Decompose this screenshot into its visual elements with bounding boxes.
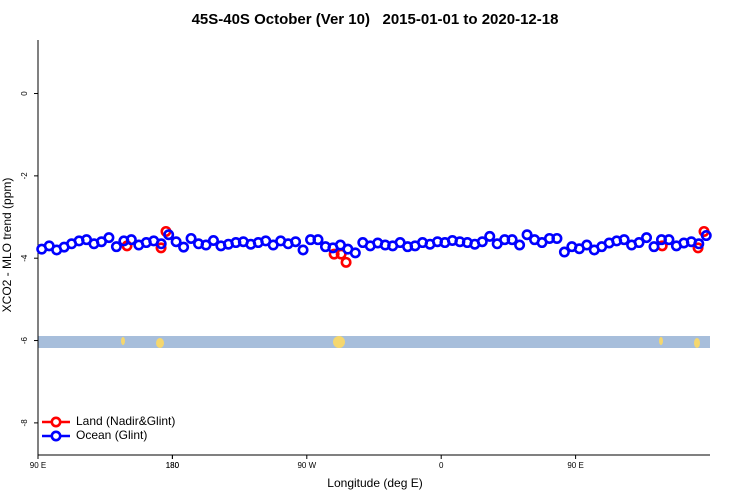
y-tick-label: -8 bbox=[20, 419, 29, 427]
point bbox=[648, 241, 660, 253]
point bbox=[349, 247, 361, 259]
point bbox=[700, 230, 712, 242]
point bbox=[618, 234, 630, 246]
point bbox=[103, 232, 115, 244]
legend-label: Land (Nadir&Glint) bbox=[76, 414, 175, 428]
x-axis-label: Longitude (deg E) bbox=[327, 476, 422, 490]
point bbox=[663, 234, 675, 246]
point bbox=[693, 238, 705, 250]
point bbox=[207, 235, 219, 247]
x-tick-label: 90 E bbox=[567, 461, 583, 470]
land-patch bbox=[156, 338, 164, 348]
y-tick-label: -4 bbox=[20, 254, 29, 262]
x-tick-label: 180 bbox=[166, 461, 180, 470]
point bbox=[185, 232, 197, 244]
point bbox=[514, 239, 526, 251]
point bbox=[297, 244, 309, 256]
y-tick-label: -2 bbox=[20, 172, 29, 180]
point bbox=[312, 234, 324, 246]
legend-marker bbox=[50, 430, 62, 442]
land-patch bbox=[659, 337, 663, 345]
y-axis-label: XCO2 - MLO trend (ppm) bbox=[0, 178, 14, 313]
x-tick-label: 90 W bbox=[297, 461, 316, 470]
legend-label: Ocean (Glint) bbox=[76, 428, 147, 442]
land-patch bbox=[694, 338, 700, 348]
y-tick-label: 0 bbox=[20, 91, 29, 96]
point bbox=[328, 248, 340, 260]
point bbox=[633, 237, 645, 249]
x-tick-label: 0 bbox=[439, 461, 444, 470]
point bbox=[484, 230, 496, 242]
point bbox=[521, 229, 533, 241]
land-patch bbox=[333, 336, 345, 348]
point bbox=[290, 236, 302, 248]
land-patch bbox=[121, 337, 125, 345]
point bbox=[178, 241, 190, 253]
point bbox=[558, 246, 570, 258]
point bbox=[340, 256, 352, 268]
map-strip bbox=[38, 336, 710, 348]
point bbox=[163, 229, 175, 241]
x-tick-label: 90 E bbox=[30, 461, 46, 470]
ocean-strip bbox=[38, 336, 710, 348]
point bbox=[200, 239, 212, 251]
x-tick-label: 180 bbox=[166, 461, 180, 470]
point bbox=[155, 242, 167, 254]
point bbox=[125, 234, 137, 246]
point bbox=[641, 232, 653, 244]
point bbox=[110, 241, 122, 253]
legend-marker bbox=[50, 416, 62, 428]
point bbox=[170, 236, 182, 248]
chart-title: 45S-40S October (Ver 10) 2015-01-01 to 2… bbox=[192, 11, 559, 28]
point bbox=[506, 234, 518, 246]
y-tick-label: -6 bbox=[20, 336, 29, 344]
point bbox=[476, 236, 488, 248]
point bbox=[581, 239, 593, 251]
point bbox=[155, 238, 167, 250]
point bbox=[551, 232, 563, 244]
